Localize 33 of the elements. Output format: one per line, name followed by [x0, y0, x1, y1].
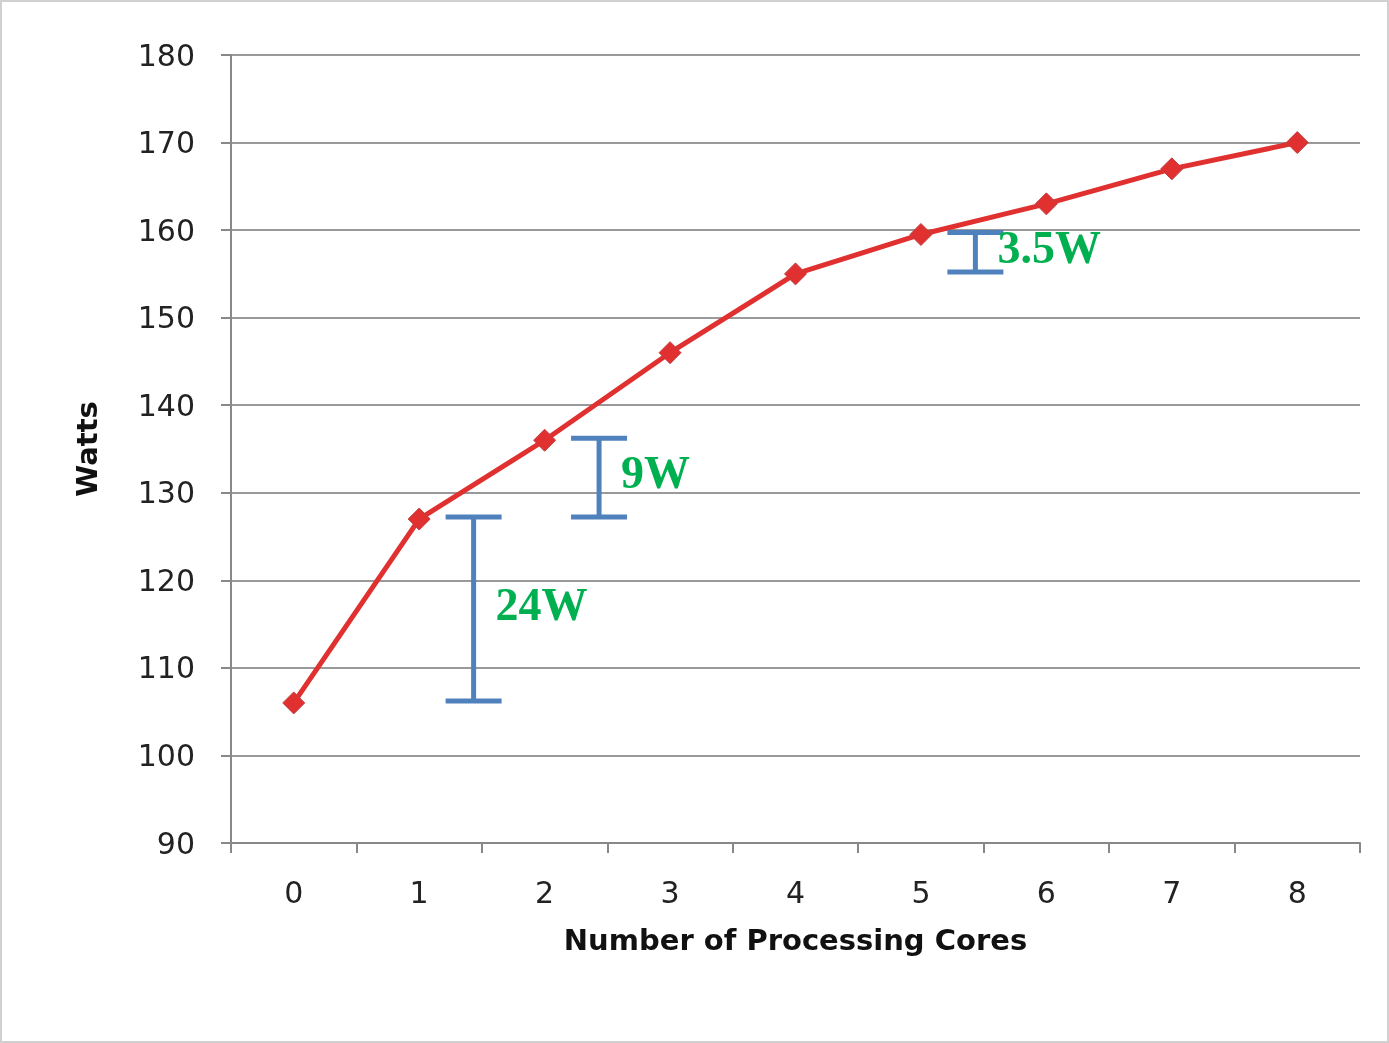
- point: [533, 428, 557, 452]
- y-tick-label: 130: [137, 475, 195, 511]
- y-tick-label: 160: [137, 212, 195, 248]
- point: [1034, 192, 1058, 216]
- y-tick-label: 150: [137, 300, 195, 336]
- x-tick-label: 3: [660, 874, 680, 910]
- y-tick-label: 120: [137, 562, 195, 598]
- y-tick-label: 110: [137, 650, 195, 686]
- x-tick-label: 5: [911, 874, 931, 910]
- annotation: 24W: [495, 578, 588, 630]
- annotation: 9W: [621, 447, 691, 499]
- y-tick-label: 140: [137, 387, 195, 423]
- annotation: 3.5W: [997, 221, 1101, 273]
- y-axis-title: Watts: [69, 401, 104, 497]
- y-tick-label: 90: [156, 825, 195, 861]
- x-tick-label: 8: [1287, 874, 1307, 910]
- point: [1285, 131, 1309, 155]
- y-tick-label: 170: [137, 125, 195, 161]
- point: [282, 691, 306, 715]
- point: [784, 262, 807, 286]
- x-tick-label: 0: [284, 874, 304, 910]
- point: [658, 341, 682, 365]
- point: [407, 507, 431, 531]
- x-tick-label: 7: [1162, 874, 1182, 910]
- x-tick-label: 6: [1036, 874, 1056, 910]
- x-tick-label: 4: [785, 874, 806, 910]
- x-tick-label: 1: [409, 874, 429, 910]
- x-axis-title: Number of Processing Cores: [563, 922, 1028, 957]
- x-tick-label: 2: [535, 874, 555, 910]
- point: [1160, 157, 1184, 181]
- y-tick-label: 180: [137, 37, 195, 73]
- point: [909, 222, 933, 246]
- y-tick-label: 100: [137, 737, 195, 773]
